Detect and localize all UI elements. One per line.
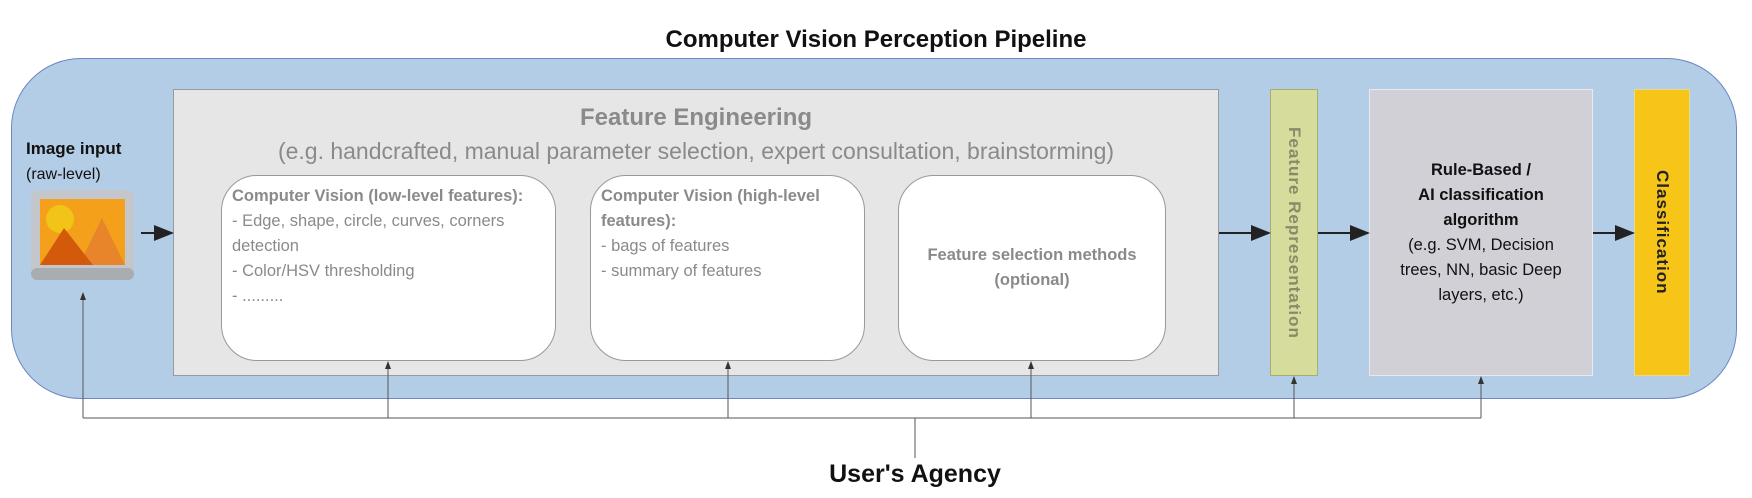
card-line: - .........	[232, 287, 284, 305]
feature-engineering-subtitle: (e.g. handcrafted, manual parameter sele…	[277, 138, 1115, 164]
card-line: - Edge, shape, circle, curves, corners d…	[232, 212, 505, 255]
feature-representation-box: Feature Representation	[1270, 89, 1318, 376]
card-heading: Computer Vision (low-level features):	[232, 187, 524, 205]
card-line: - summary of features	[601, 262, 762, 280]
feature-selection-card: Feature selection methods (optional)	[898, 175, 1166, 361]
diagram-title: Computer Vision Perception Pipeline	[665, 26, 1087, 53]
feature-engineering-title: Feature Engineering	[579, 104, 813, 131]
feature-representation-label: Feature Representation	[1285, 126, 1304, 339]
image-icon	[31, 190, 134, 280]
classification-box: Classification	[1634, 89, 1690, 376]
card-line: - Color/HSV thresholding	[232, 262, 415, 280]
algorithm-line3: algorithm	[1443, 210, 1519, 229]
user-agency-label: User's Agency	[829, 460, 1001, 488]
algorithm-line2: AI classification	[1418, 185, 1544, 204]
classification-algorithm-box: Rule-Based / AI classification algorithm…	[1369, 89, 1593, 376]
agency-feedback-lines	[80, 292, 1484, 458]
low-level-features-card: Computer Vision (low-level features): - …	[221, 175, 556, 361]
image-input-sublabel: (raw-level)	[26, 166, 101, 183]
algorithm-line1: Rule-Based /	[1431, 160, 1531, 179]
image-input-label: Image input	[26, 139, 122, 158]
classification-label: Classification	[1653, 170, 1672, 295]
card-line: - bags of features	[601, 237, 730, 255]
high-level-features-card: Computer Vision (high-level features): -…	[590, 175, 865, 361]
algorithm-detail: (e.g. SVM, Decision trees, NN, basic Dee…	[1400, 235, 1562, 304]
card-heading: Feature selection methods (optional)	[927, 246, 1137, 289]
card-heading: Computer Vision (high-level features):	[601, 187, 820, 230]
